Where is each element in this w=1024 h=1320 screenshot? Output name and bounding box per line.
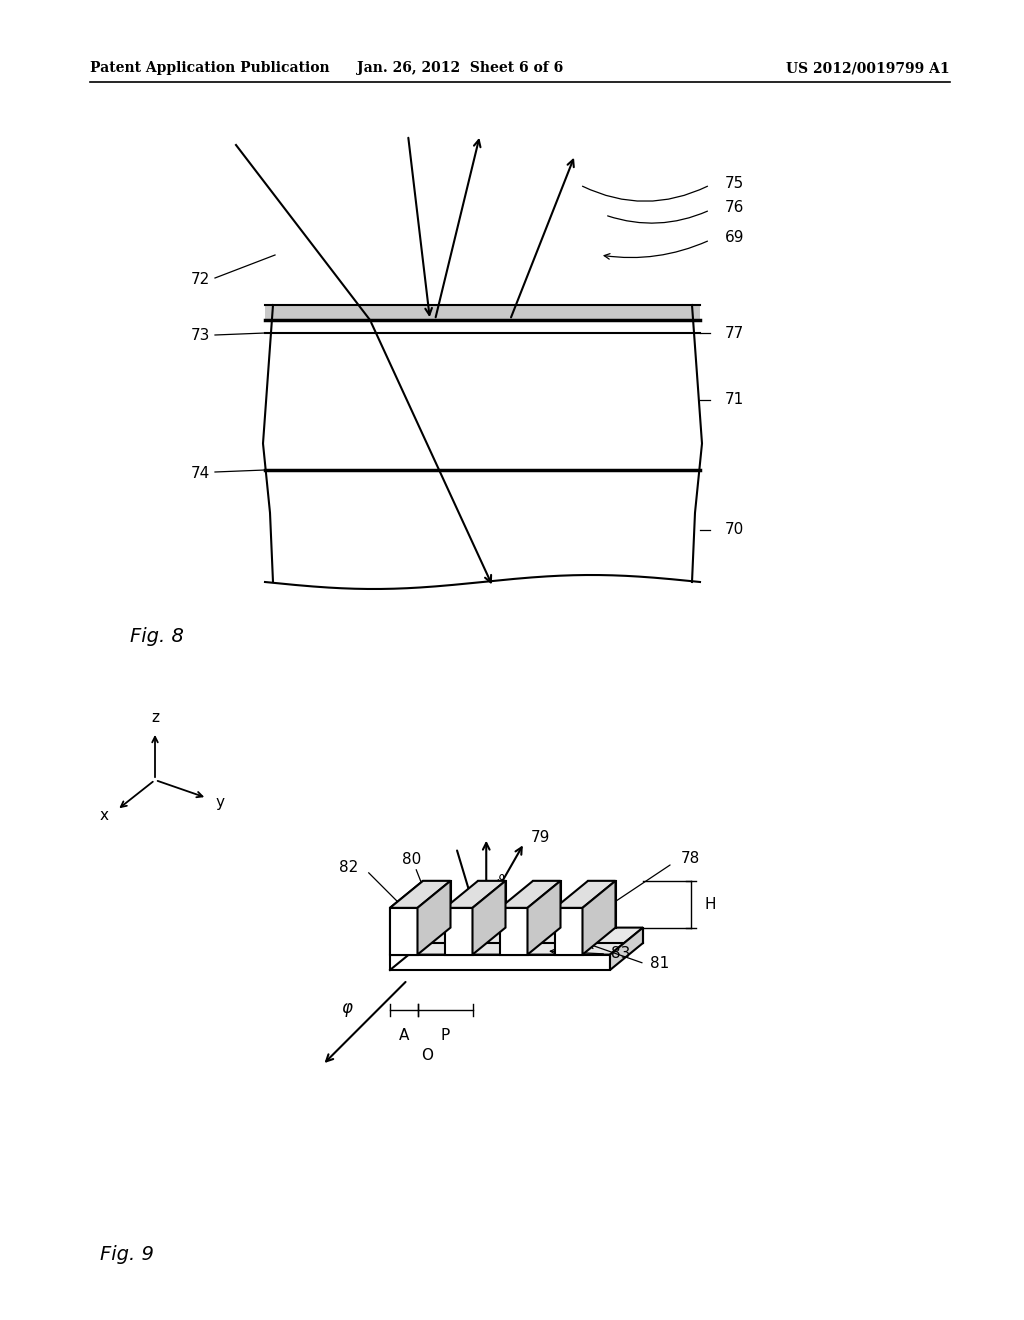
Polygon shape [588,880,615,928]
Text: $\varphi$: $\varphi$ [341,1001,354,1019]
Polygon shape [390,880,451,908]
Text: US 2012/0019799 A1: US 2012/0019799 A1 [786,61,950,75]
Polygon shape [534,880,560,928]
Polygon shape [610,928,643,970]
Text: y: y [215,795,224,809]
Polygon shape [445,908,472,954]
Text: 76: 76 [725,201,744,215]
Text: 74: 74 [190,466,210,480]
Text: 83: 83 [611,946,631,961]
Text: x: x [100,808,109,822]
Text: Patent Application Publication: Patent Application Publication [90,61,330,75]
Text: Fig. 8: Fig. 8 [130,627,184,645]
Polygon shape [390,954,610,970]
Polygon shape [555,880,615,908]
Text: H: H [705,896,717,912]
Text: O: O [422,1048,433,1063]
Text: P: P [440,1028,450,1043]
Text: $\vartheta$: $\vartheta$ [497,873,506,887]
Polygon shape [390,908,418,954]
Polygon shape [423,880,451,928]
Polygon shape [500,880,560,908]
Polygon shape [390,928,643,954]
Text: 79: 79 [531,830,551,845]
Polygon shape [445,880,506,908]
Text: 69: 69 [725,231,744,246]
Text: 80: 80 [401,853,421,867]
Text: 72: 72 [190,272,210,288]
Text: 71: 71 [725,392,744,408]
Text: 82: 82 [340,861,358,875]
Polygon shape [500,908,527,954]
Polygon shape [265,305,700,319]
Polygon shape [390,880,423,954]
Text: z: z [151,710,159,725]
Text: A: A [398,1028,409,1043]
Polygon shape [555,908,583,954]
Text: 70: 70 [725,523,744,537]
Text: 73: 73 [190,327,210,342]
Polygon shape [527,880,560,954]
Text: 81: 81 [649,956,669,972]
Text: Fig. 9: Fig. 9 [100,1246,154,1265]
Polygon shape [418,880,451,954]
Text: Jan. 26, 2012  Sheet 6 of 6: Jan. 26, 2012 Sheet 6 of 6 [357,61,563,75]
Polygon shape [478,880,506,928]
Polygon shape [583,880,615,954]
Text: 75: 75 [725,176,744,190]
Text: 78: 78 [680,851,699,866]
Polygon shape [472,880,506,954]
Text: 77: 77 [725,326,744,341]
